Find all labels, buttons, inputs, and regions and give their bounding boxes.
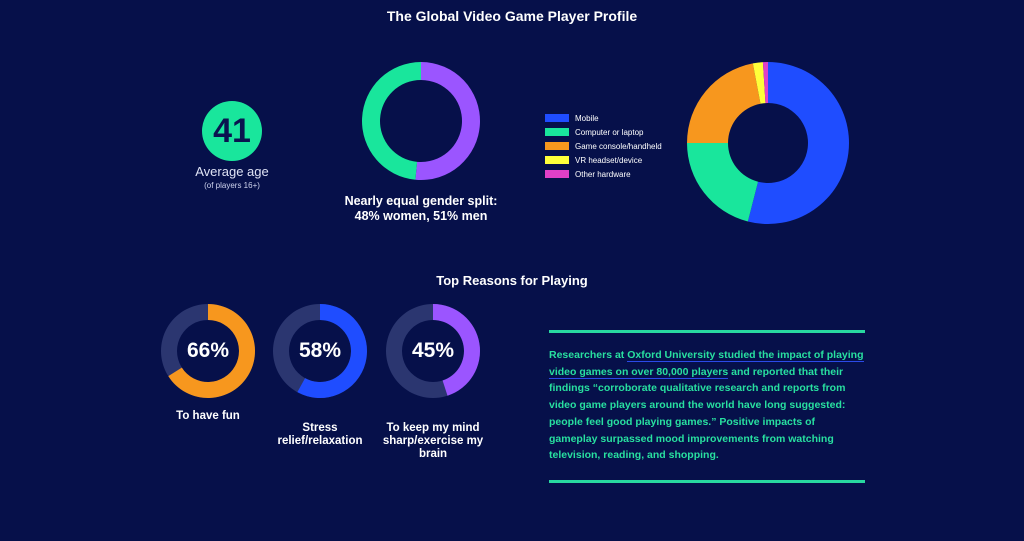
bottom-divider	[549, 479, 865, 483]
research-paragraph: Researchers at Oxford University studied…	[549, 347, 865, 464]
top-divider	[549, 330, 865, 333]
legend-item: Other hardware	[545, 167, 662, 181]
device-pie-slice	[762, 62, 768, 104]
reason-progress-arc	[297, 304, 368, 398]
reason-progress-arc	[433, 304, 480, 396]
gender-donut-slice	[361, 62, 421, 180]
legend-item: Mobile	[545, 111, 662, 125]
legend-label: Other hardware	[575, 169, 631, 179]
legend-swatch	[545, 142, 569, 150]
average-age-note: (of players 16+)	[204, 181, 260, 190]
legend-item: VR headset/device	[545, 153, 662, 167]
legend-label: Computer or laptop	[575, 127, 644, 137]
gender-caption: Nearly equal gender split: 48% women, 51…	[321, 194, 521, 224]
reason-progress-arc	[168, 304, 255, 398]
research-text-end: and reported that their findings “corrob…	[549, 365, 846, 462]
device-pie-slice	[687, 143, 759, 222]
device-pie-slice	[687, 63, 761, 143]
reason-caption: To have fun	[176, 410, 240, 422]
gender-caption-line1: Nearly equal gender split:	[344, 194, 498, 208]
research-text-start: Researchers at	[549, 349, 628, 361]
reason-caption: Stress relief/relaxation	[277, 422, 363, 447]
legend-label: VR headset/device	[575, 155, 643, 165]
legend-item: Computer or laptop	[545, 125, 662, 139]
legend-label: Mobile	[575, 113, 599, 123]
gender-donut-slice	[415, 62, 480, 180]
legend-label: Game console/handheld	[575, 141, 662, 151]
device-pie-slice	[747, 62, 850, 224]
legend-swatch	[545, 128, 569, 136]
device-legend: Mobile Computer or laptop Game console/h…	[545, 111, 662, 181]
reasons-title: Top Reasons for Playing	[436, 273, 588, 288]
page-title: The Global Video Game Player Profile	[386, 8, 638, 24]
reason-caption: To keep my mind sharp/exercise my brain	[382, 422, 484, 460]
reason-percent: 45%	[411, 339, 455, 362]
average-age-label: Average age	[195, 164, 269, 179]
device-pie-slice	[752, 62, 766, 104]
legend-swatch	[545, 170, 569, 178]
legend-item: Game console/handheld	[545, 139, 662, 153]
reason-percent: 66%	[186, 339, 230, 362]
average-age-badge: 41	[202, 101, 262, 161]
legend-swatch	[545, 156, 569, 164]
reason-percent: 58%	[298, 339, 342, 362]
research-callout: Researchers at Oxford University studied…	[549, 330, 865, 483]
gender-caption-line2: 48% women, 51% men	[354, 209, 488, 223]
oxford-study-link[interactable]: Oxford University studied the impact of …	[549, 349, 864, 379]
legend-swatch	[545, 114, 569, 122]
